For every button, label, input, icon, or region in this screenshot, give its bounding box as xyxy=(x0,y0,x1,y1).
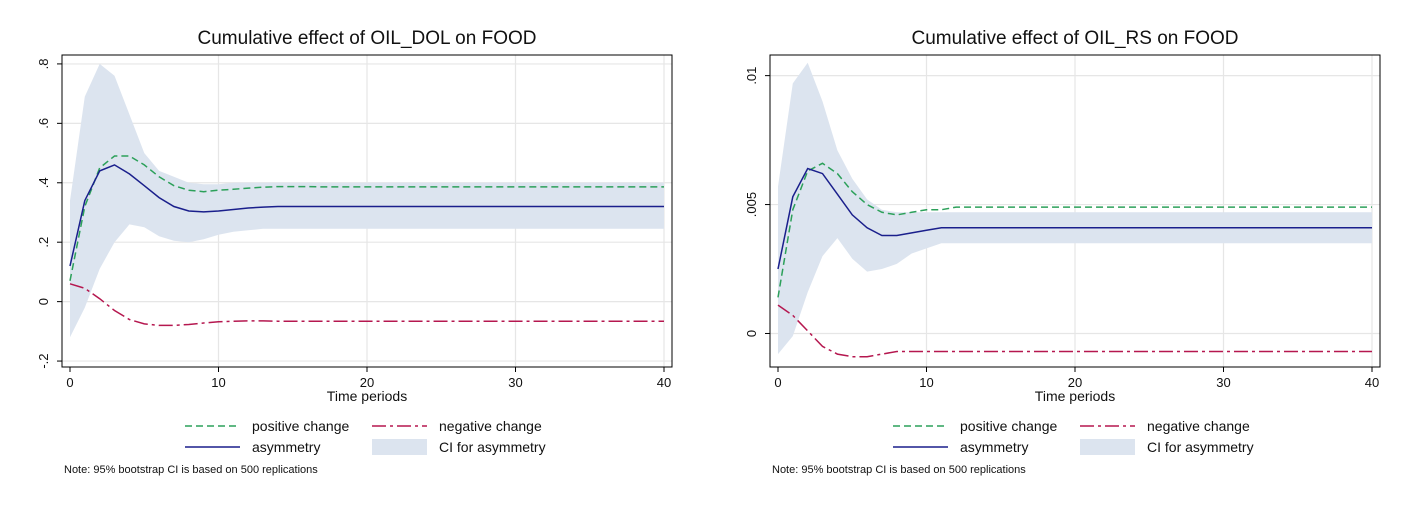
legend-swatch-ci xyxy=(1080,439,1135,455)
series-line-negative xyxy=(777,304,1372,358)
chart-panel-oil-rs: Cumulative effect of OIL_RS on FOOD 0 10 2… xyxy=(708,0,1416,510)
legend-label-negative: negative change xyxy=(1147,418,1250,434)
y-tick-label: .2 xyxy=(36,237,51,248)
y-tick-label: .005 xyxy=(744,192,759,217)
series-line-asymmetry xyxy=(69,164,664,267)
legend-label-positive: positive change xyxy=(960,418,1058,434)
x-tick-label: 10 xyxy=(919,375,933,390)
x-axis-label: Time periods xyxy=(1034,388,1116,404)
legend-label-negative: negative change xyxy=(439,418,542,434)
x-tick-label: 0 xyxy=(66,375,73,390)
y-tick-label: .6 xyxy=(36,118,51,129)
legend-label-asymmetry: asymmetry xyxy=(960,439,1029,455)
legend-label-asymmetry: asymmetry xyxy=(252,439,321,455)
legend-item-ci: CI for asymmetry xyxy=(372,437,546,457)
series-line-positive xyxy=(777,162,1372,298)
series-line-negative xyxy=(69,283,664,327)
x-tick-label: 40 xyxy=(1365,375,1379,390)
x-tick-label: 30 xyxy=(508,375,522,390)
x-tick-label: 20 xyxy=(1068,375,1082,390)
legend-item-positive: positive change xyxy=(893,416,1057,436)
y-tick-label: .4 xyxy=(36,177,51,188)
legend-label-positive: positive change xyxy=(252,418,350,434)
chart-note: Note: 95% bootstrap CI is based on 500 r… xyxy=(772,464,1026,476)
x-tick-label: 30 xyxy=(1216,375,1230,390)
ci-band xyxy=(70,63,664,338)
legend-swatch-ci xyxy=(372,439,427,455)
legend-item-negative: negative change xyxy=(1080,416,1250,436)
chart-title: Cumulative effect of OIL_RS on FOOD xyxy=(911,28,1239,49)
y-tick-label: 0 xyxy=(36,298,51,305)
legend-item-ci: CI for asymmetry xyxy=(1080,437,1254,457)
chart-panel-oil-dol: Cumulative effect of OIL_DOL on FOOD 0 10… xyxy=(36,28,673,476)
chart-note: Note: 95% bootstrap CI is based on 500 r… xyxy=(64,464,318,476)
legend-label-ci: CI for asymmetry xyxy=(1147,439,1254,455)
y-tick-label: .01 xyxy=(744,67,759,85)
legend-item-asymmetry: asymmetry xyxy=(185,437,320,457)
y-tick-label: 0 xyxy=(744,330,759,337)
x-tick-label: 10 xyxy=(211,375,225,390)
x-tick-label: 20 xyxy=(360,375,374,390)
legend-label-ci: CI for asymmetry xyxy=(439,439,546,455)
chart-title: Cumulative effect of OIL_DOL on FOOD xyxy=(197,28,537,49)
x-tick-label: 0 xyxy=(774,375,781,390)
x-tick-label: 40 xyxy=(657,375,671,390)
legend-item-asymmetry: asymmetry xyxy=(893,437,1028,457)
chart-plot: 0 10 20 30 40 -.2 0 .2 .4 .6 .8 xyxy=(36,54,673,390)
chart-plot: 0 10 20 30 40 0 .005 .01 xyxy=(744,54,1381,390)
legend-item-negative: negative change xyxy=(372,416,542,436)
y-tick-label: .8 xyxy=(36,58,51,69)
series-line-asymmetry xyxy=(777,167,1372,270)
y-tick-label: -.2 xyxy=(36,353,51,368)
legend-item-positive: positive change xyxy=(185,416,349,436)
x-axis-label: Time periods xyxy=(326,388,408,404)
series-line-positive xyxy=(69,155,664,281)
